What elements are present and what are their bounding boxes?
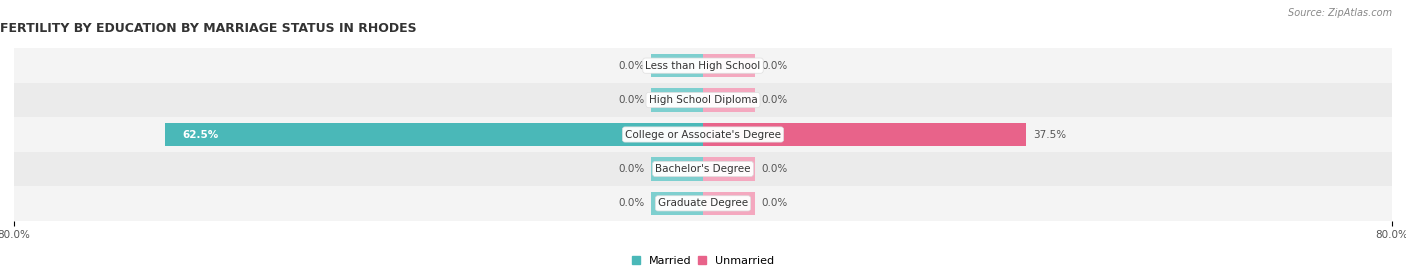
Bar	[165, 123, 703, 146]
Bar	[703, 54, 755, 77]
Bar	[703, 88, 755, 112]
Text: FERTILITY BY EDUCATION BY MARRIAGE STATUS IN RHODES: FERTILITY BY EDUCATION BY MARRIAGE STATU…	[0, 22, 418, 35]
Bar	[651, 54, 703, 77]
Text: Source: ZipAtlas.com: Source: ZipAtlas.com	[1288, 8, 1392, 18]
Text: Bachelor's Degree: Bachelor's Degree	[655, 164, 751, 174]
Legend: Married, Unmarried: Married, Unmarried	[627, 251, 779, 269]
Text: 0.0%: 0.0%	[762, 61, 787, 71]
Text: 37.5%: 37.5%	[1033, 129, 1066, 140]
Text: High School Diploma: High School Diploma	[648, 95, 758, 105]
Bar	[651, 88, 703, 112]
Text: 0.0%: 0.0%	[619, 61, 644, 71]
Bar	[651, 157, 703, 181]
Bar	[703, 192, 755, 215]
Text: College or Associate's Degree: College or Associate's Degree	[626, 129, 780, 140]
Text: 0.0%: 0.0%	[619, 198, 644, 208]
Bar	[14, 152, 1392, 186]
Text: Graduate Degree: Graduate Degree	[658, 198, 748, 208]
Text: 0.0%: 0.0%	[762, 95, 787, 105]
Text: 62.5%: 62.5%	[181, 129, 218, 140]
Text: Less than High School: Less than High School	[645, 61, 761, 71]
Bar	[14, 117, 1392, 152]
Bar	[651, 192, 703, 215]
Bar	[703, 157, 755, 181]
Text: 0.0%: 0.0%	[619, 164, 644, 174]
Bar	[14, 186, 1392, 221]
Text: 0.0%: 0.0%	[762, 164, 787, 174]
Text: 0.0%: 0.0%	[619, 95, 644, 105]
Text: 0.0%: 0.0%	[762, 198, 787, 208]
Bar	[703, 123, 1026, 146]
Bar	[14, 48, 1392, 83]
Bar	[14, 83, 1392, 117]
